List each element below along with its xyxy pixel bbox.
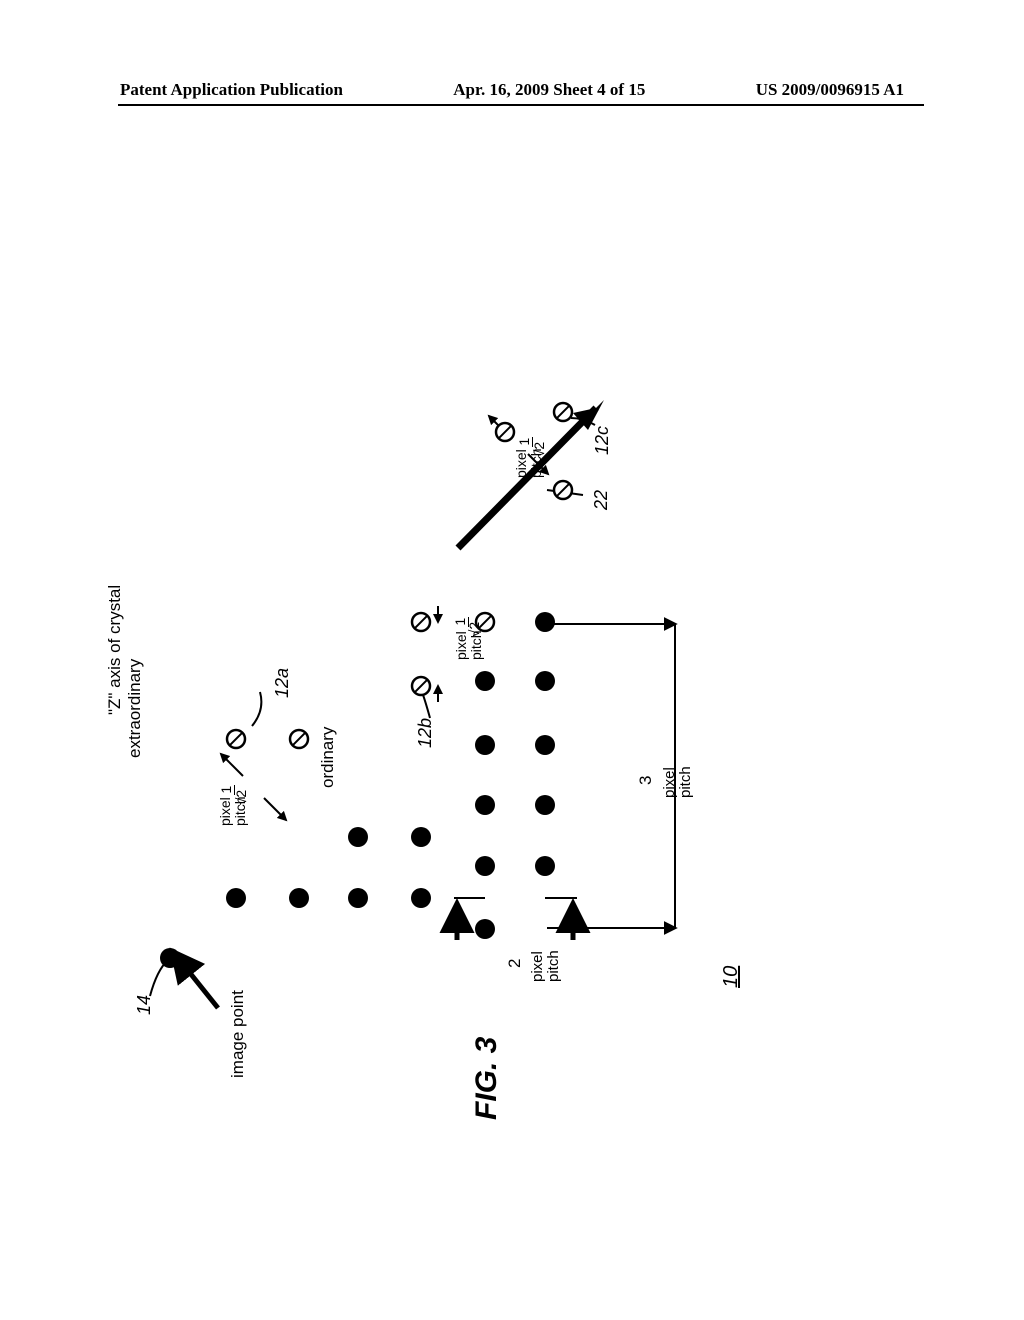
solid-circle <box>475 671 495 691</box>
solid-circle <box>411 827 431 847</box>
solid-circle <box>475 795 495 815</box>
label-extraordinary: extraordinary <box>125 659 145 758</box>
solid-circle <box>289 888 309 908</box>
label-2: 2 <box>505 959 525 968</box>
solid-circle <box>475 919 495 939</box>
solid-circle <box>535 612 555 632</box>
label-pixelpitch-12b: pixel pitch <box>454 630 483 660</box>
solid-circle <box>535 671 555 691</box>
label-ref12b: 12b <box>415 718 436 748</box>
label-z-axis: "Z" axis of crystal <box>105 585 125 715</box>
solid-circle <box>535 856 555 876</box>
label-3-pixelpitch: pixel pitch <box>662 766 694 798</box>
image-point-arrow <box>174 953 218 1008</box>
label-3: 3 <box>636 776 656 785</box>
label-ref12c: 12c <box>592 426 613 455</box>
solid-circle <box>535 735 555 755</box>
label-ref14: 14 <box>134 995 155 1015</box>
label-2-pixelpitch: pixel pitch <box>530 950 562 982</box>
solid-circle <box>475 856 495 876</box>
solid-circle <box>475 735 495 755</box>
label-ref12a: 12a <box>272 668 293 698</box>
label-pixelpitch-12c: pixel pitch <box>514 448 543 478</box>
solid-circle <box>348 827 368 847</box>
figure-caption: FIG. 3 <box>470 1037 504 1120</box>
label-ref22: 22 <box>591 490 612 510</box>
label-image-point: image point <box>228 990 248 1078</box>
figure-svg <box>0 0 1024 1320</box>
dim-2pitch <box>454 898 577 940</box>
leader-12a <box>252 692 261 726</box>
label-pixelpitch-12a: pixel pitch <box>218 796 247 826</box>
solid-circle <box>160 948 180 968</box>
solid-circle <box>226 888 246 908</box>
solid-circle <box>535 795 555 815</box>
solid-circle <box>348 888 368 908</box>
solid-circle <box>411 888 431 908</box>
label-ordinary: ordinary <box>318 727 338 788</box>
label-ref10: 10 <box>720 966 743 988</box>
